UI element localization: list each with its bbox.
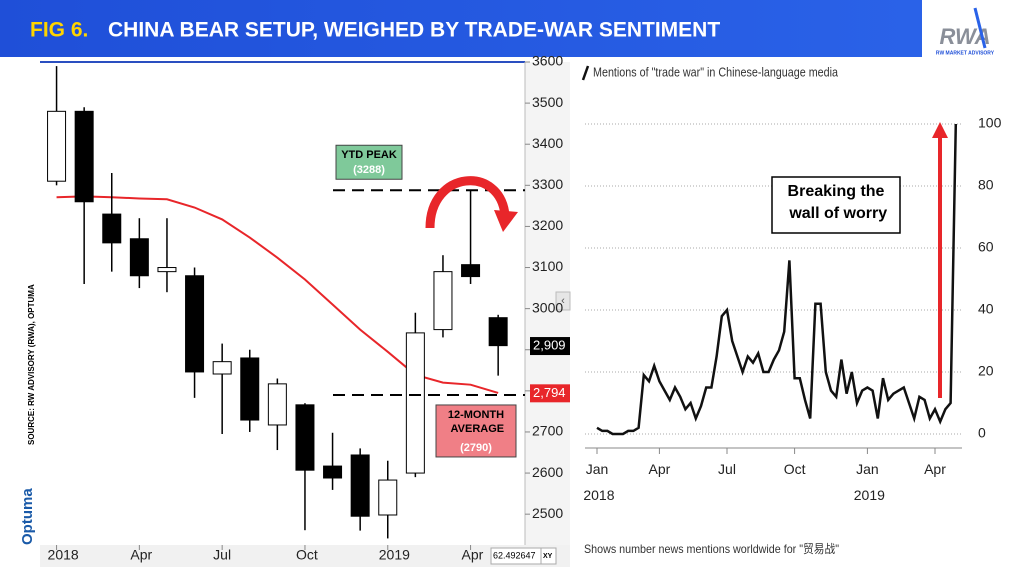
x-tick-label: Oct [296, 547, 318, 563]
y-tick-label: 100 [978, 115, 1002, 131]
x-tick-label: Jul [213, 547, 231, 563]
candle-body [405, 332, 425, 474]
candle-body [74, 110, 94, 203]
line-chart: 0 20 40 60 80 100 Jan 2018 Apr Jul Oct Jan 2019 Apr… [579, 64, 1001, 556]
candle-body [433, 271, 453, 331]
logo-swoosh [973, 7, 987, 49]
candle-body [212, 361, 232, 375]
x-tick-label: Jan 2019 [850, 461, 885, 503]
x-tick-label: Apr [649, 461, 671, 477]
candle-body [157, 267, 177, 273]
x-tick-label: Apr [462, 547, 484, 563]
fig-number: FIG 6. [30, 19, 88, 42]
collapse-icon[interactable]: ‹ [561, 295, 565, 307]
y-tick-label: 3100 [532, 258, 563, 274]
x-tick-label: Apr [130, 547, 152, 563]
y-tick-label: 2700 [532, 423, 563, 439]
candle-body [102, 213, 122, 244]
candle-body [488, 317, 508, 347]
price-tag-label: 2,794 [533, 385, 566, 400]
y-tick-label: 0 [978, 425, 986, 441]
price-tag [530, 384, 570, 403]
candle-body [323, 465, 343, 479]
annotation-box [335, 144, 403, 180]
x-tick-label: Jan 2018 [579, 461, 614, 503]
title: CHINA BEAR SETUP, WEIGHED BY TRADE-WAR S… [108, 19, 720, 42]
legend-swatch [581, 65, 590, 81]
annotation-value: (3288) [353, 164, 385, 176]
y-tick-label: 2500 [532, 505, 563, 521]
candle-body [378, 479, 398, 516]
collapse-button[interactable] [555, 291, 571, 311]
y-tick-label: 3400 [532, 135, 563, 151]
candle-body [129, 238, 149, 277]
logo-sub: RW MARKET ADVISORY [936, 50, 995, 56]
brand: Optuma [19, 488, 36, 545]
candle-body [185, 275, 205, 373]
candle-body [267, 383, 287, 426]
annotation-value: (2790) [460, 442, 492, 454]
candle-body [295, 404, 315, 471]
legend-label: Mentions of "trade war" in Chinese-langu… [593, 64, 839, 79]
annotation: Breaking the wall of worry [785, 183, 887, 222]
cursor-mode-box[interactable] [540, 547, 557, 565]
curved-arrow [425, 176, 510, 229]
candle-body [240, 357, 260, 421]
price-tag [530, 337, 570, 356]
cursor-mode[interactable]: XY [543, 553, 553, 560]
footnote: Shows number news mentions worldwide for… [584, 542, 839, 556]
series-line [596, 123, 958, 436]
x-tick-label: 2018 [48, 547, 79, 563]
candlestick-chart: 2500260027002800290030003100320033003400… [47, 53, 570, 563]
source: SOURCE: RW ADVISORY (RWA), OPTUMA [27, 284, 36, 445]
y-tick-label: 3300 [532, 176, 563, 192]
y-tick-label: 60 [978, 239, 994, 255]
x-axis-band [40, 545, 570, 567]
y-tick-label: 3000 [532, 299, 563, 315]
y-tick-label: 3600 [532, 53, 563, 69]
y-tick-label: 3500 [532, 94, 563, 110]
curved-arrow-head [494, 210, 518, 232]
candle-body [461, 264, 481, 278]
y-tick-label: 40 [978, 301, 994, 317]
y-tick-label: 80 [978, 177, 994, 193]
cursor-value: 62.492647 [493, 550, 536, 560]
x-tick-label: Jul [718, 461, 736, 477]
x-tick-label: Apr [924, 461, 946, 477]
y-tick-label: 2600 [532, 464, 563, 480]
candle-body [47, 110, 67, 182]
candle-body [350, 454, 370, 517]
price-tag-label: 2,909 [533, 337, 566, 352]
annotation-text: 12-MONTH AVERAGE [448, 409, 504, 435]
annotation-box [771, 176, 901, 234]
annotation-box [435, 404, 517, 458]
title-bar [0, 0, 922, 57]
annotation-text: YTD PEAK [341, 149, 397, 161]
y-tick-label: 20 [978, 363, 994, 379]
y-tick-label: 3200 [532, 217, 563, 233]
x-tick-label: 2019 [379, 547, 410, 563]
x-tick-label: Oct [784, 461, 806, 477]
